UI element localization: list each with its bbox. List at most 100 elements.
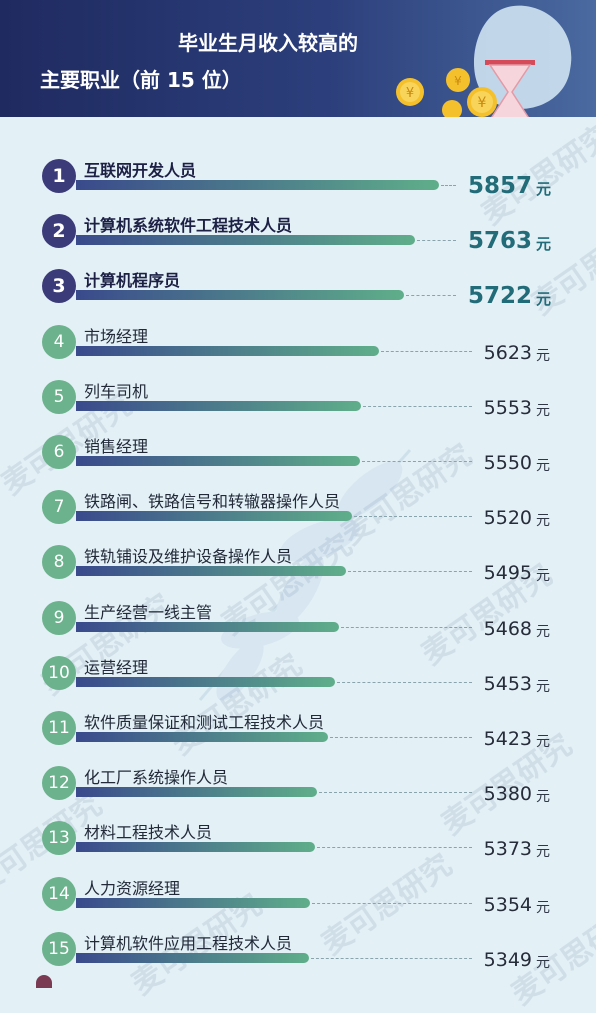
ranking-row: 10 运营经理 5453 元 xyxy=(0,650,596,705)
salary-bar xyxy=(76,180,439,190)
occupation-label: 运营经理 xyxy=(84,657,149,677)
salary-unit: 元 xyxy=(536,954,550,971)
occupation-label: 软件质量保证和测试工程技术人员 xyxy=(84,713,325,732)
ranking-row: 6 销售经理 5550 元 xyxy=(0,429,596,484)
ranking-row: 2 计算机系统软件工程技术人员 5763 元 xyxy=(0,208,596,263)
salary-value: 5857 xyxy=(467,173,532,199)
salary-value: 5349 xyxy=(483,948,532,971)
ranking-row: 11 软件质量保证和测试工程技术人员 5423 元 xyxy=(0,705,596,760)
salary-bar xyxy=(76,732,328,742)
rank-badge: 11 xyxy=(42,711,76,745)
salary-unit: 元 xyxy=(536,458,550,474)
salary-unit: 元 xyxy=(536,789,550,806)
leader-line xyxy=(329,737,472,738)
salary-unit: 元 xyxy=(536,513,550,530)
svg-text:¥: ¥ xyxy=(406,86,414,101)
leader-line xyxy=(406,295,456,297)
salary-value: 5550 xyxy=(483,452,532,474)
salary-value: 5423 xyxy=(483,728,532,750)
ranking-row: 15 计算机软件应用工程技术人员 5349 元 xyxy=(0,926,596,981)
salary-unit: 元 xyxy=(536,402,550,419)
salary-value: 5380 xyxy=(483,783,532,806)
occupation-label: 列车司机 xyxy=(84,381,149,401)
salary-bar xyxy=(76,235,415,246)
salary-unit: 元 xyxy=(536,844,550,861)
salary-value: 5453 xyxy=(483,672,532,695)
leader-line xyxy=(362,461,472,462)
salary-unit: 元 xyxy=(536,623,550,640)
salary-bar xyxy=(76,511,353,522)
ranking-row: 3 计算机程序员 5722 元 xyxy=(0,263,596,318)
ranking-row: 14 人力资源经理 5354 元 xyxy=(0,871,596,926)
occupation-label: 计算机程序员 xyxy=(84,271,181,291)
salary-value: 5722 xyxy=(467,283,532,310)
salary-unit: 元 xyxy=(536,290,552,309)
occupation-label: 计算机系统软件工程技术人员 xyxy=(84,216,293,236)
ranking-row: 8 铁轨铺设及维护设备操作人员 5495 元 xyxy=(0,539,596,594)
salary-value: 5763 xyxy=(467,228,532,255)
occupation-label: 人力资源经理 xyxy=(84,878,181,898)
title-line-2: 主要职业（前 15 位） xyxy=(40,68,242,92)
hourglass-coins-illustration: ¥ ¥ ¥ xyxy=(396,5,572,117)
rank-badge: 10 xyxy=(42,655,76,690)
rank-badge: 13 xyxy=(42,821,76,856)
salary-bar xyxy=(76,345,379,356)
leader-line xyxy=(311,902,472,904)
rank-badge: 15 xyxy=(42,931,76,966)
rank-badge: 9 xyxy=(42,600,76,635)
salary-bar xyxy=(76,787,317,798)
salary-bar xyxy=(76,952,309,963)
svg-text:¥: ¥ xyxy=(478,95,487,111)
salary-unit: 元 xyxy=(536,899,550,916)
header-banner: 毕业生月收入较高的 主要职业（前 15 位） ¥ ¥ ¥ xyxy=(0,0,596,117)
salary-unit: 元 xyxy=(536,235,552,254)
salary-value: 5623 xyxy=(483,341,532,364)
avatar-icon xyxy=(36,975,52,988)
occupation-label: 生产经营一线主管 xyxy=(84,602,213,622)
leader-line xyxy=(354,516,472,518)
salary-value: 5468 xyxy=(483,617,532,640)
ranking-row: 12 化工厂系统操作人员 5380 元 xyxy=(0,760,596,815)
salary-value: 5373 xyxy=(483,838,532,861)
leader-line xyxy=(380,350,472,352)
salary-value: 5520 xyxy=(483,507,532,530)
ranking-row: 13 材料工程技术人员 5373 元 xyxy=(0,815,596,870)
leader-line xyxy=(416,240,456,242)
occupation-label: 铁轨铺设及维护设备操作人员 xyxy=(84,547,293,567)
rank-badge: 12 xyxy=(42,766,76,801)
salary-unit: 元 xyxy=(536,734,550,750)
occupation-label: 计算机软件应用工程技术人员 xyxy=(84,933,293,953)
rank-badge: 4 xyxy=(42,324,76,359)
occupation-label: 互联网开发人员 xyxy=(84,161,197,180)
ranking-row: 5 列车司机 5553 元 xyxy=(0,374,596,429)
title-line-1: 毕业生月收入较高的 xyxy=(178,31,358,55)
leader-line xyxy=(362,405,472,407)
salary-bar xyxy=(76,456,361,466)
rank-badge: 3 xyxy=(42,269,76,304)
occupation-label: 销售经理 xyxy=(84,437,149,456)
salary-value: 5354 xyxy=(483,893,532,916)
leader-line xyxy=(310,957,472,959)
salary-bar xyxy=(76,897,310,908)
salary-bar xyxy=(76,400,361,411)
leader-line xyxy=(318,792,472,794)
occupation-label: 铁路闸、铁路信号和转辙器操作人员 xyxy=(84,492,341,512)
rank-badge: 6 xyxy=(42,435,76,469)
salary-unit: 元 xyxy=(536,568,550,585)
svg-text:¥: ¥ xyxy=(454,74,462,88)
leader-line xyxy=(341,626,472,628)
salary-value: 5495 xyxy=(483,562,532,585)
leader-line xyxy=(441,185,456,186)
ranking-row: 4 市场经理 5623 元 xyxy=(0,319,596,374)
salary-bar xyxy=(76,566,347,577)
salary-unit: 元 xyxy=(536,678,550,695)
leader-line xyxy=(337,681,472,683)
rank-badge: 2 xyxy=(42,214,76,249)
salary-bar xyxy=(76,676,336,687)
leader-line xyxy=(348,571,472,573)
ranking-row: 7 铁路闸、铁路信号和转辙器操作人员 5520 元 xyxy=(0,484,596,539)
salary-unit: 元 xyxy=(536,347,550,364)
salary-bar xyxy=(76,621,340,632)
occupation-label: 化工厂系统操作人员 xyxy=(84,768,229,788)
ranking-row: 1 互联网开发人员 5857 元 xyxy=(0,153,596,208)
